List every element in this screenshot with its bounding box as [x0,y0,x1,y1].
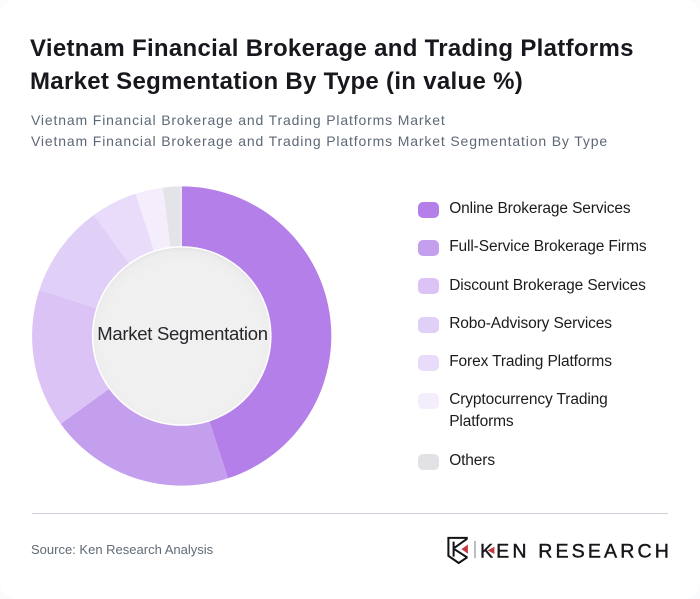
svg-text:KEN RESEARCH: KEN RESEARCH [480,541,672,562]
